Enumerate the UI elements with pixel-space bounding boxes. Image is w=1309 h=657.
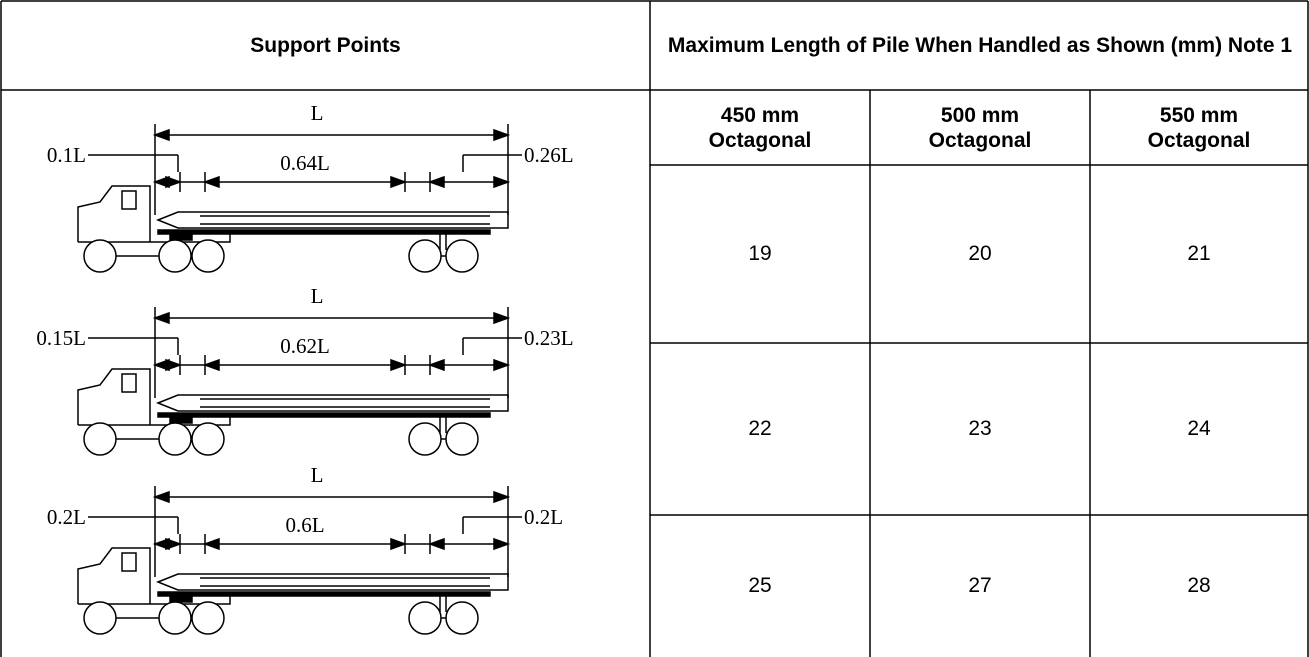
dimension-label: 0.1L xyxy=(47,143,86,167)
value-cell: 24 xyxy=(1187,417,1211,440)
arrowhead xyxy=(165,537,183,551)
wheel xyxy=(408,239,442,273)
dimension-label: 0.64L xyxy=(280,151,330,175)
support-block xyxy=(169,595,193,603)
cab-window xyxy=(121,552,137,572)
wheel xyxy=(191,422,225,456)
arrowhead xyxy=(165,175,183,189)
trailer-bed xyxy=(157,591,491,597)
pile xyxy=(155,211,509,229)
arrowhead xyxy=(202,358,220,372)
truck-diagram: L 0.2L 0.6L 0.2L xyxy=(47,463,563,635)
wheel xyxy=(158,239,192,273)
arrowhead xyxy=(427,175,445,189)
subheader-cell: 500 mm Octagonal xyxy=(928,103,1032,152)
wheel xyxy=(83,601,117,635)
arrowhead xyxy=(390,358,408,372)
support-block xyxy=(169,233,193,241)
value-cell: 19 xyxy=(748,242,772,265)
dimension-label: L xyxy=(311,101,324,125)
trailer-bed xyxy=(157,229,491,235)
arrowhead xyxy=(202,175,220,189)
wheel xyxy=(83,239,117,273)
value-cell: 23 xyxy=(968,417,992,440)
truck-cab xyxy=(77,368,231,426)
wheel xyxy=(191,239,225,273)
truck-diagram: L 0.15L 0.62L 0.23L xyxy=(36,284,574,456)
wheel xyxy=(191,601,225,635)
arrowhead xyxy=(390,175,408,189)
dimension-label: L xyxy=(311,463,324,487)
wheel xyxy=(158,422,192,456)
header-cell: Maximum Length of Pile When Handled as S… xyxy=(667,33,1293,57)
arrowhead xyxy=(152,311,170,325)
value-cell: 22 xyxy=(748,417,772,440)
arrowhead xyxy=(427,358,445,372)
arrowhead xyxy=(165,358,183,372)
truck-cab xyxy=(77,185,231,243)
trailer-leg xyxy=(439,417,447,433)
dimension-label: 0.23L xyxy=(524,326,574,350)
wheel xyxy=(445,601,479,635)
arrowhead xyxy=(427,537,445,551)
truck-diagram: L 0.1L 0.64L 0.26L xyxy=(47,101,574,273)
wheel xyxy=(408,422,442,456)
dimension-label: 0.2L xyxy=(524,505,563,529)
trailer-leg xyxy=(439,596,447,612)
header-cell: Support Points xyxy=(250,33,401,57)
wheel xyxy=(158,601,192,635)
arrowhead xyxy=(202,537,220,551)
arrowhead xyxy=(493,490,511,504)
wheel xyxy=(445,239,479,273)
trailer-bed xyxy=(157,412,491,418)
dimension-label: 0.62L xyxy=(280,334,330,358)
value-cell: 21 xyxy=(1187,242,1211,265)
arrowhead xyxy=(493,537,511,551)
value-cell: 20 xyxy=(968,242,992,265)
value-cell: 25 xyxy=(748,574,772,597)
pile xyxy=(155,573,509,591)
wheel xyxy=(408,601,442,635)
pile xyxy=(155,394,509,412)
dimension-label: L xyxy=(311,284,324,308)
dimension-label: 0.6L xyxy=(285,513,324,537)
dimension-label: 0.15L xyxy=(36,326,86,350)
support-block xyxy=(169,416,193,424)
arrowhead xyxy=(493,175,511,189)
arrowhead xyxy=(152,128,170,142)
dimension-label: 0.26L xyxy=(524,143,574,167)
arrowhead xyxy=(390,537,408,551)
arrowhead xyxy=(493,358,511,372)
dimension-label: 0.2L xyxy=(47,505,86,529)
trailer-leg xyxy=(439,234,447,250)
wheel xyxy=(445,422,479,456)
wheel xyxy=(83,422,117,456)
arrowhead xyxy=(493,311,511,325)
arrowhead xyxy=(152,490,170,504)
cab-window xyxy=(121,190,137,210)
cab-window xyxy=(121,373,137,393)
subheader-cell: 450 mm Octagonal xyxy=(708,103,812,152)
arrowhead xyxy=(493,128,511,142)
value-cell: 28 xyxy=(1187,574,1211,597)
value-cell: 27 xyxy=(968,574,992,597)
subheader-cell: 550 mm Octagonal xyxy=(1147,103,1251,152)
truck-cab xyxy=(77,547,231,605)
